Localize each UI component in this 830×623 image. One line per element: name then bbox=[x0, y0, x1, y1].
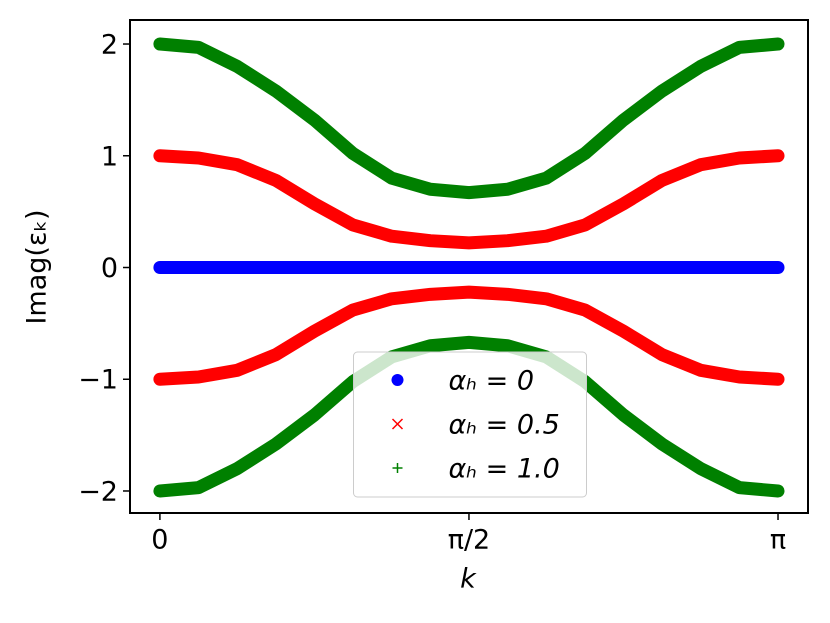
series-line bbox=[153, 149, 785, 250]
x-tick-label: 0 bbox=[151, 525, 168, 556]
series-line bbox=[153, 285, 785, 386]
y-tick-label: −2 bbox=[78, 476, 118, 507]
y-tick-label: 0 bbox=[101, 253, 118, 284]
legend: αₕ = 0 αₕ = 0.5 αₕ = 1.0 bbox=[353, 351, 587, 498]
series-line bbox=[153, 37, 785, 200]
legend-label: αₕ = 0 bbox=[449, 366, 535, 397]
y-tick-label: −1 bbox=[78, 365, 118, 396]
plot-frame bbox=[129, 19, 809, 514]
y-tick-label: 1 bbox=[101, 141, 118, 172]
x-tick-label: π bbox=[770, 525, 786, 556]
legend-box bbox=[353, 351, 587, 498]
legend-label: αₕ = 0.5 bbox=[449, 410, 560, 441]
x-axis-label: k bbox=[460, 564, 477, 595]
y-tick-label: 2 bbox=[101, 30, 118, 61]
x-tick-label: π/2 bbox=[448, 525, 491, 556]
y-axis-label: Imag(εₖ) bbox=[22, 209, 53, 324]
series-line bbox=[153, 335, 785, 498]
legend-label: αₕ = 1.0 bbox=[449, 454, 560, 485]
legend-marker bbox=[391, 418, 404, 430]
legend-marker bbox=[391, 374, 404, 386]
legend-marker bbox=[392, 463, 403, 473]
